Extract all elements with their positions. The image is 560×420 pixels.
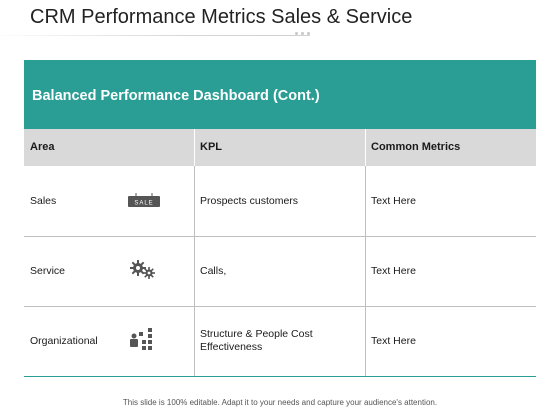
metric-cell: Text Here: [371, 195, 416, 207]
title-underline: [0, 35, 310, 36]
table-body: Sales SALE Prospects customers Text Here…: [24, 166, 536, 377]
column-header-area: Area: [30, 141, 55, 153]
sale-sign-icon: SALE: [128, 193, 160, 214]
kpl-cell: Prospects customers: [200, 194, 299, 207]
dashboard-header-band: Balanced Performance Dashboard (Cont.): [24, 60, 536, 129]
table-row: Service Calls, Text He: [24, 236, 536, 307]
dashboard-heading: Balanced Performance Dashboard (Cont.): [32, 88, 320, 104]
metric-cell: Text Here: [371, 265, 416, 277]
slide-title: CRM Performance Metrics Sales & Service: [30, 6, 413, 28]
org-chart-icon: [128, 328, 156, 359]
title-decoration-dots: [295, 32, 313, 38]
gears-icon: [130, 260, 156, 285]
table-row: Sales SALE Prospects customers Text Here: [24, 166, 536, 237]
table-column-header: Area KPL Common Metrics: [24, 129, 536, 166]
area-cell: Organizational: [30, 335, 98, 347]
area-cell: Sales: [30, 195, 57, 207]
column-header-kpl: KPL: [200, 141, 222, 153]
slide-footer: This slide is 100% editable. Adapt it to…: [122, 398, 438, 407]
kpl-cell: Calls,: [200, 264, 227, 277]
kpl-cell: Structure & People Cost Effectiveness: [200, 328, 313, 353]
table-row: Organizational Structure & People Cost E…: [24, 306, 536, 377]
column-header-common-metrics: Common Metrics: [371, 141, 461, 153]
area-cell: Service: [30, 265, 66, 277]
metric-cell: Text Here: [371, 335, 416, 347]
sale-sign-text: SALE: [134, 201, 153, 207]
